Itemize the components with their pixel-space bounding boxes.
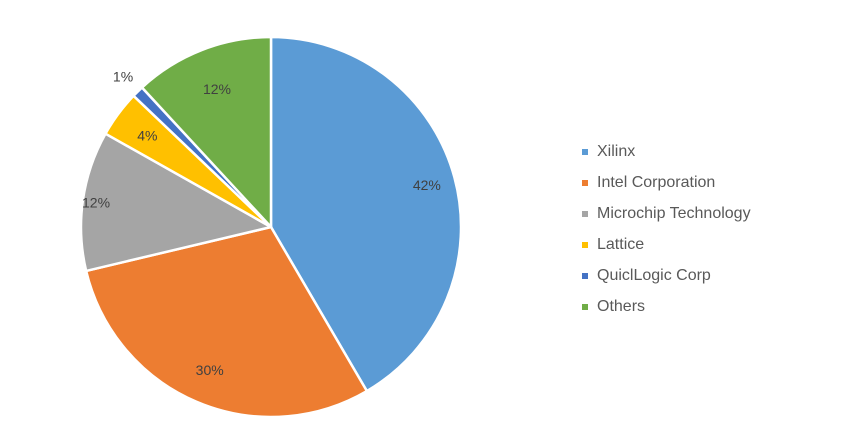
legend-swatch xyxy=(582,272,588,279)
legend-swatch xyxy=(582,148,588,155)
legend-item: Lattice xyxy=(582,229,751,260)
legend-swatch xyxy=(582,241,588,248)
pie-slices xyxy=(79,35,463,419)
legend-item: Xilinx xyxy=(582,136,751,167)
chart-legend: Xilinx Intel Corporation Microchip Technol… xyxy=(582,136,751,322)
pie-slice-xilinx xyxy=(269,35,463,393)
pie-slice-intel-corporation xyxy=(84,225,369,419)
legend-label: QuiclLogic Corp xyxy=(597,266,711,284)
pie-slice-microchip-technology xyxy=(79,132,273,273)
data-label-intel-corporation: 30% xyxy=(196,362,224,378)
legend-label: Others xyxy=(597,297,646,315)
data-label-others: 12% xyxy=(203,81,231,97)
data-label-xilinx: 42% xyxy=(413,177,441,193)
legend-item: Microchip Technology xyxy=(582,198,751,229)
pie-slice-others xyxy=(140,35,273,229)
data-label-lattice: 4% xyxy=(137,127,157,143)
legend-item: QuiclLogic Corp xyxy=(582,260,751,291)
legend-item: Intel Corporation xyxy=(582,167,751,198)
legend-label: Lattice xyxy=(597,235,645,253)
legend-swatch xyxy=(582,179,588,186)
data-label-microchip-technology: 12% xyxy=(82,194,110,210)
legend-label: Intel Corporation xyxy=(597,173,716,191)
legend-label: Microchip Technology xyxy=(597,204,751,222)
legend-item: Others xyxy=(582,291,751,322)
data-label-quicllogic-corp: 1% xyxy=(113,69,133,85)
legend-label: Xilinx xyxy=(597,142,636,160)
pie-data-labels: 42% 30% 12% 4% 1% 12% xyxy=(82,69,441,379)
legend-swatch xyxy=(582,303,588,310)
legend-swatch xyxy=(582,210,588,217)
